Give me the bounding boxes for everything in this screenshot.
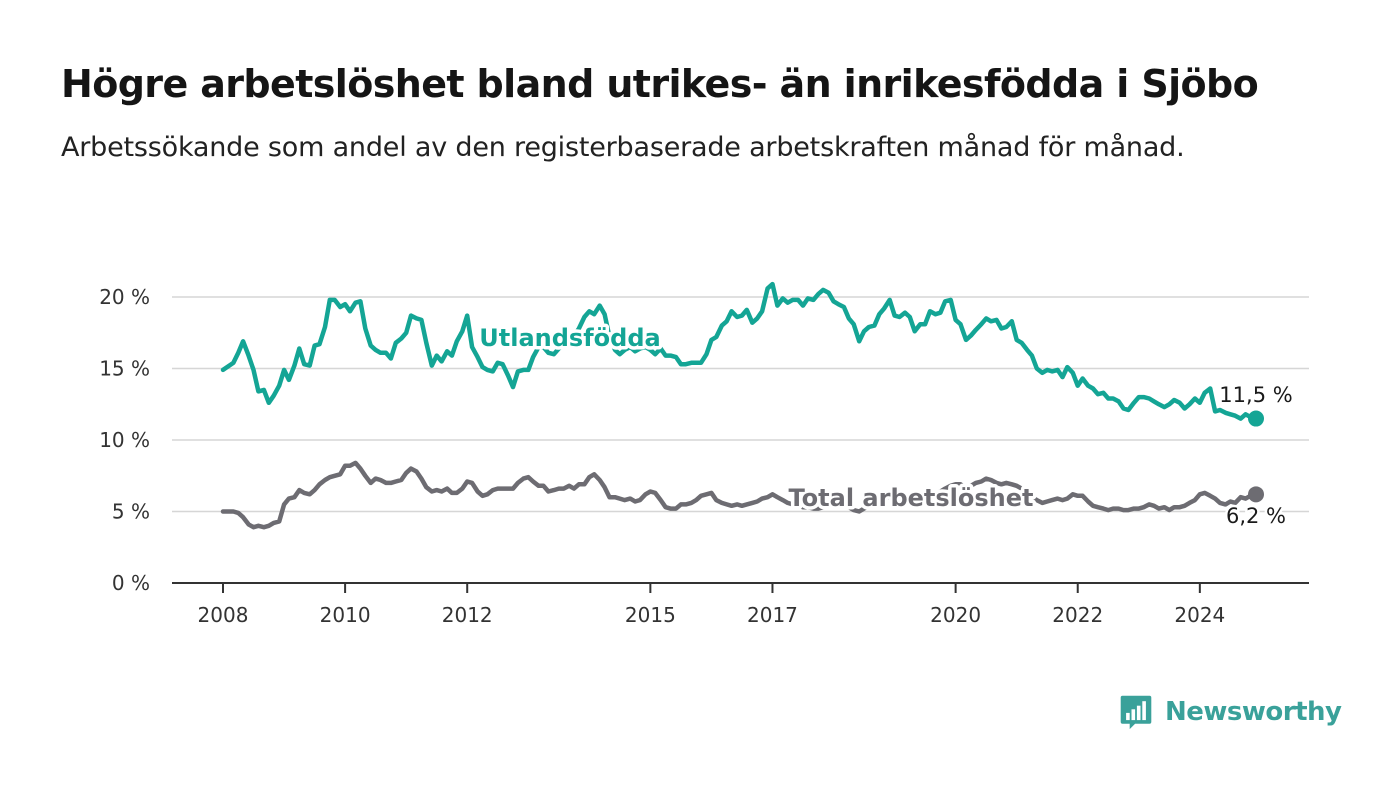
x-tick-label: 2012 [442, 603, 493, 627]
chart-title: Högre arbetslöshet bland utrikes- än inr… [61, 62, 1259, 106]
end-value-label: 11,5 % [1219, 383, 1292, 407]
y-axis-ticks: 20 % 15 % 10 % 5 % 0 % [99, 285, 150, 595]
end-point-marker [1248, 486, 1264, 503]
series-name-label: Utlandsfödda [479, 324, 660, 352]
y-tick-label: 0 % [112, 571, 150, 595]
x-tick-label: 2017 [747, 603, 798, 627]
x-tick-label: 2020 [930, 603, 981, 627]
x-tick-label: 2015 [625, 603, 676, 627]
brand-logo[interactable]: Newsworthy [1118, 690, 1342, 734]
series-lines [220, 281, 1264, 530]
bar-chart-icon [1120, 695, 1152, 730]
end-point-marker [1248, 410, 1264, 427]
y-tick-label: 15 % [99, 357, 150, 381]
brand-name: Newsworthy [1165, 697, 1342, 727]
y-tick-label: 20 % [99, 285, 150, 309]
x-tick-label: 2008 [198, 603, 249, 627]
x-tick-label: 2024 [1174, 603, 1225, 627]
grid-lines [172, 296, 1309, 584]
end-value-label: 6,2 % [1226, 504, 1286, 528]
chart-subtitle: Arbetssökande som andel av den registerb… [61, 132, 1185, 163]
series-line [220, 460, 1259, 530]
x-axis-ticks: 2008 2010 2012 2015 2017 2020 2022 2024 [198, 583, 1225, 627]
series-labels: Utlandsfödda Total arbetslöshet 11,5 % 6,2 … [476, 321, 1295, 531]
line-chart: 20 %15 %10 %5 %0 % 2008 2010 2012 2015 2017 2… [99, 281, 1309, 627]
series-line [220, 281, 1259, 421]
y-tick-label: 5 % [112, 500, 150, 524]
x-tick-label: 2022 [1052, 603, 1103, 627]
series-name-label: Total arbetslöshet [788, 484, 1033, 512]
y-tick-label: 10 % [99, 428, 150, 452]
x-tick-label: 2010 [320, 603, 371, 627]
